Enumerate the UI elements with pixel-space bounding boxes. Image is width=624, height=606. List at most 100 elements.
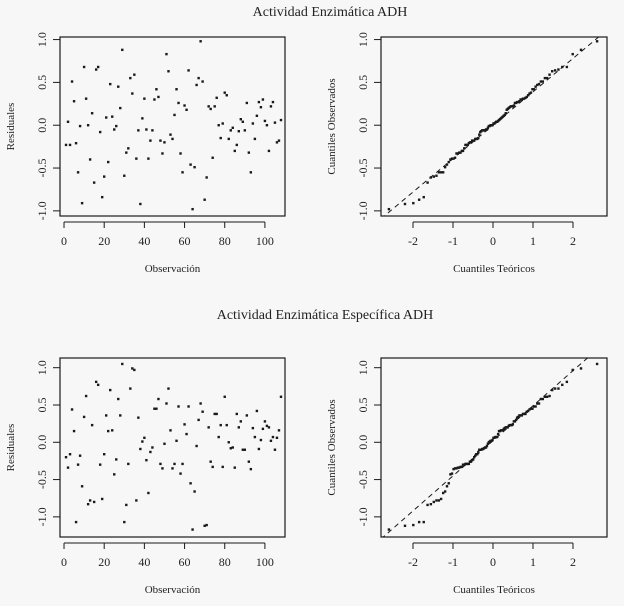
- data-point: [151, 129, 154, 132]
- data-point: [181, 462, 184, 466]
- y-axis-label: Residuales: [5, 103, 17, 151]
- data-point: [441, 491, 445, 495]
- data-point: [68, 143, 72, 147]
- data-point: [534, 85, 537, 88]
- data-point: [179, 152, 182, 155]
- data-point: [455, 467, 458, 470]
- data-point: [191, 207, 194, 211]
- data-point: [557, 387, 560, 390]
- data-point: [595, 40, 599, 43]
- data-point: [203, 524, 206, 528]
- panel-top-left: 0 20 40 60 80 100 -1.0 -0.5 0.0 0.5 1.0 Observación…: [5, 32, 286, 275]
- data-point: [257, 447, 261, 451]
- data-point: [579, 367, 583, 370]
- data-point: [417, 198, 421, 201]
- data-point: [514, 418, 518, 422]
- data-point: [571, 52, 574, 56]
- data-point: [131, 367, 134, 370]
- data-point: [207, 426, 210, 429]
- points-group: [387, 40, 599, 211]
- data-point: [387, 207, 391, 211]
- data-point: [469, 141, 473, 144]
- data-point: [269, 439, 273, 442]
- data-point: [524, 412, 527, 416]
- y-tick-label: -1.0: [35, 507, 49, 526]
- data-point: [159, 462, 162, 466]
- panel-bottom-left: 0 20 40 60 80 100 -1.0 -0.5 0.0 0.5 1.0 Observación…: [5, 357, 286, 596]
- data-point: [225, 94, 228, 97]
- data-point: [512, 104, 516, 107]
- title-bottom: Actividad Enzimática Específica ADH: [217, 308, 434, 323]
- data-point: [96, 383, 100, 387]
- x-tick-label: 60: [179, 234, 191, 248]
- data-point: [70, 80, 74, 83]
- data-point: [491, 438, 494, 442]
- data-point: [275, 436, 279, 440]
- data-point: [257, 100, 261, 104]
- x-tick-label: 1: [530, 555, 536, 569]
- data-point: [207, 105, 210, 108]
- data-point: [121, 48, 124, 52]
- plot-frame: [59, 357, 286, 538]
- x-tick-label: -2: [408, 555, 418, 569]
- data-point: [450, 472, 454, 475]
- data-point: [439, 497, 443, 501]
- data-point: [484, 446, 488, 449]
- data-point: [453, 467, 457, 470]
- data-point: [171, 467, 174, 470]
- data-point: [127, 462, 130, 466]
- y-tick-label: 0.0: [35, 118, 49, 133]
- data-point: [199, 402, 202, 405]
- data-point: [88, 499, 92, 502]
- data-point: [64, 143, 68, 147]
- data-point: [458, 466, 461, 469]
- data-point: [203, 198, 206, 201]
- data-point: [426, 181, 429, 184]
- data-point: [137, 416, 140, 419]
- data-point: [221, 122, 224, 125]
- data-point: [167, 387, 170, 390]
- y-tick-label: -0.5: [356, 159, 370, 178]
- data-point: [504, 112, 507, 115]
- y-tick-label: 0.5: [35, 75, 49, 90]
- data-point: [173, 462, 176, 466]
- data-point: [531, 88, 534, 91]
- data-point: [491, 124, 494, 127]
- data-point: [513, 420, 517, 423]
- data-point: [443, 490, 447, 493]
- data-point: [68, 453, 72, 456]
- data-point: [217, 124, 220, 127]
- data-point: [473, 139, 476, 142]
- data-point: [64, 455, 68, 459]
- data-point: [163, 442, 166, 445]
- x-tick-label: 100: [256, 234, 274, 248]
- y-tick-label: -1.0: [356, 201, 370, 220]
- x-axis-label: Cuantiles Teóricos: [453, 263, 535, 275]
- data-point: [113, 128, 116, 131]
- data-point: [177, 101, 180, 105]
- data-point: [117, 397, 120, 401]
- data-point: [161, 152, 164, 155]
- x-tick-label: -2: [408, 234, 418, 248]
- data-point: [217, 435, 220, 439]
- data-point: [82, 65, 86, 69]
- data-point: [147, 157, 150, 160]
- data-point: [534, 405, 537, 408]
- data-point: [219, 423, 222, 427]
- data-point: [517, 415, 520, 419]
- data-point: [153, 98, 156, 101]
- data-point: [119, 106, 122, 110]
- data-point: [159, 139, 162, 142]
- data-point: [261, 98, 265, 101]
- y-tick-label: -0.5: [35, 159, 49, 178]
- data-point: [255, 114, 259, 117]
- data-point: [131, 92, 134, 95]
- data-point: [525, 410, 528, 413]
- data-point: [259, 438, 263, 442]
- data-point: [520, 414, 523, 417]
- data-point: [96, 65, 100, 69]
- data-point: [129, 387, 132, 390]
- data-point: [205, 176, 208, 179]
- data-point: [443, 165, 447, 169]
